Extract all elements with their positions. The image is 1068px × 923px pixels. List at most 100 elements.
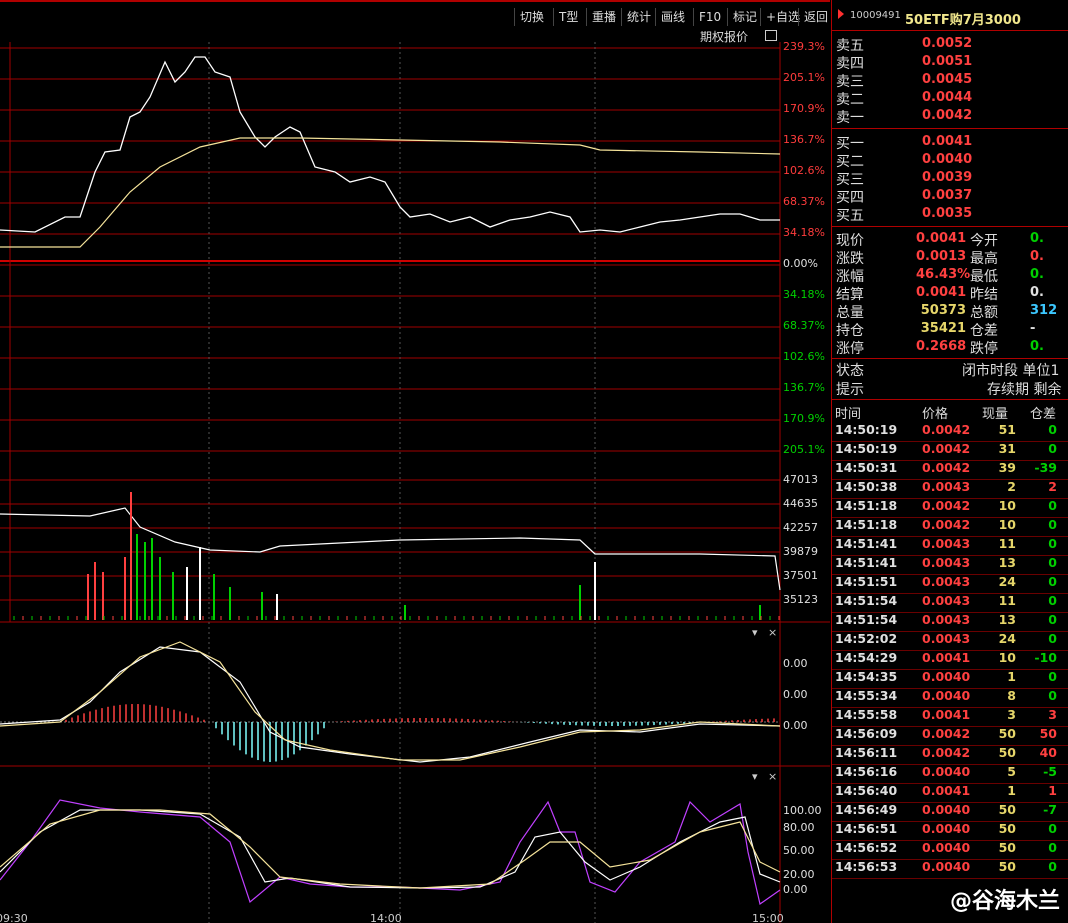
- stat-value: 35421: [920, 321, 966, 336]
- tick-volume: 24: [998, 574, 1016, 589]
- option-quote-label[interactable]: 期权报价: [700, 30, 749, 44]
- tick-row[interactable]: 14:56:11 0.0042 50 40: [832, 745, 1068, 765]
- bid-price: 0.0041: [922, 134, 973, 149]
- panel-menu-icon[interactable]: ▾: [752, 626, 758, 639]
- toolbar-button-0[interactable]: 切换: [514, 8, 549, 26]
- tick-row[interactable]: 14:56:49 0.0040 50 -7: [832, 802, 1068, 822]
- watermark: @谷海木兰: [949, 889, 1060, 914]
- close-icon[interactable]: ×: [768, 626, 777, 639]
- tick-volume: 11: [998, 536, 1016, 551]
- stat-label-2: 跌停: [970, 341, 998, 357]
- tick-time: 14:54:35: [835, 669, 898, 684]
- toolbar-button-5[interactable]: F10: [693, 8, 726, 26]
- tick-row[interactable]: 14:56:53 0.0040 50 0: [832, 859, 1068, 879]
- play-arrow-icon[interactable]: [838, 9, 844, 19]
- tick-row[interactable]: 14:56:52 0.0040 50 0: [832, 840, 1068, 860]
- tick-time: 14:51:41: [835, 536, 898, 551]
- stat-label: 总量: [836, 305, 864, 321]
- tick-row[interactable]: 14:51:51 0.0043 24 0: [832, 574, 1068, 594]
- tick-row[interactable]: 14:51:54 0.0043 11 0: [832, 593, 1068, 613]
- tick-volume: 10: [998, 517, 1016, 532]
- tick-diff: 0: [1048, 555, 1057, 570]
- hint-value: 存续期 剩余: [987, 382, 1062, 398]
- panel-menu-icon[interactable]: ▾: [752, 770, 758, 783]
- bid-label: 买四: [836, 190, 864, 206]
- tick-row[interactable]: 14:50:38 0.0043 2 2: [832, 479, 1068, 499]
- stat-value: 46.43%: [916, 267, 971, 282]
- volume-label: 44635: [783, 497, 818, 510]
- tick-time: 14:55:58: [835, 707, 898, 722]
- stat-value: 50373: [920, 303, 966, 318]
- tick-row[interactable]: 14:56:09 0.0042 50 50: [832, 726, 1068, 746]
- tick-time: 14:51:51: [835, 574, 898, 589]
- toolbar-button-3[interactable]: 统计: [621, 8, 656, 26]
- kdj-label: 50.00: [783, 844, 815, 857]
- tick-price: 0.0042: [922, 422, 971, 437]
- tick-row[interactable]: 14:52:02 0.0043 24 0: [832, 631, 1068, 651]
- tick-row[interactable]: 14:55:58 0.0041 3 3: [832, 707, 1068, 727]
- tick-row[interactable]: 14:51:18 0.0042 10 0: [832, 498, 1068, 518]
- tick-row[interactable]: 14:54:35 0.0040 1 0: [832, 669, 1068, 689]
- tick-row[interactable]: 14:56:16 0.0040 5 -5: [832, 764, 1068, 784]
- ask-price: 0.0045: [922, 72, 973, 87]
- tick-price: 0.0040: [922, 688, 971, 703]
- price-pct-label: 205.1%: [783, 443, 825, 456]
- tick-time: 14:56:49: [835, 802, 898, 817]
- tick-row[interactable]: 14:56:51 0.0040 50 0: [832, 821, 1068, 841]
- stat-value: 0.0041: [916, 231, 967, 246]
- tick-time: 14:56:52: [835, 840, 898, 855]
- tick-row[interactable]: 14:50:19 0.0042 51 0: [832, 422, 1068, 442]
- tick-row[interactable]: 14:51:41 0.0043 11 0: [832, 536, 1068, 556]
- stat-value-2: 0.: [1030, 285, 1044, 300]
- toolbar-button-1[interactable]: T型: [553, 8, 583, 26]
- tick-diff: 50: [1039, 726, 1057, 741]
- tick-diff: 0: [1048, 840, 1057, 855]
- toolbar-button-8[interactable]: 返回: [798, 8, 833, 26]
- toolbar-button-2[interactable]: 重播: [586, 8, 621, 26]
- tick-row[interactable]: 14:54:29 0.0041 10 -10: [832, 650, 1068, 670]
- price-pct-label: 68.37%: [783, 319, 825, 332]
- tick-price: 0.0040: [922, 802, 971, 817]
- stat-value: 0.0013: [916, 249, 967, 264]
- tick-row[interactable]: 14:51:41 0.0043 13 0: [832, 555, 1068, 575]
- tick-row[interactable]: 14:56:40 0.0041 1 1: [832, 783, 1068, 803]
- tick-row[interactable]: 14:50:19 0.0042 31 0: [832, 441, 1068, 461]
- bid-price: 0.0035: [922, 206, 973, 221]
- bid-label: 买三: [836, 172, 864, 188]
- tick-price: 0.0041: [922, 783, 971, 798]
- tick-diff: 0: [1048, 631, 1057, 646]
- stat-label: 现价: [836, 233, 864, 249]
- tick-row[interactable]: 14:51:54 0.0043 13 0: [832, 612, 1068, 632]
- toolbar-button-6[interactable]: 标记: [727, 8, 762, 26]
- tick-diff: 0: [1048, 498, 1057, 513]
- price-line: [0, 56, 780, 233]
- tick-row[interactable]: 14:51:18 0.0042 10 0: [832, 517, 1068, 537]
- tick-diff: 0: [1048, 517, 1057, 532]
- toolbar-button-4[interactable]: 画线: [655, 8, 690, 26]
- tick-row[interactable]: 14:50:31 0.0042 39 -39: [832, 460, 1068, 480]
- macd-label: 0.00: [783, 719, 808, 732]
- tick-price: 0.0043: [922, 631, 971, 646]
- tick-time: 14:50:19: [835, 422, 898, 437]
- tick-volume: 3: [1007, 707, 1016, 722]
- tick-price: 0.0042: [922, 517, 971, 532]
- volume-label: 47013: [783, 473, 818, 486]
- toolbar-button-7[interactable]: +自选: [760, 8, 805, 26]
- status-label: 状态: [836, 363, 864, 379]
- tick-volume: 13: [998, 612, 1016, 627]
- tick-header: 时间 价格 现量 仓差: [832, 403, 1068, 422]
- stat-value-2: 0.: [1030, 267, 1044, 282]
- tick-price: 0.0040: [922, 840, 971, 855]
- price-pct-label: 170.9%: [783, 102, 825, 115]
- tick-row[interactable]: 14:55:34 0.0040 8 0: [832, 688, 1068, 708]
- tick-price: 0.0042: [922, 745, 971, 760]
- panel-toggle-icon[interactable]: [765, 30, 777, 41]
- tick-diff: 2: [1048, 479, 1057, 494]
- close-icon[interactable]: ×: [768, 770, 777, 783]
- tick-volume: 2: [1007, 479, 1016, 494]
- tick-diff: 3: [1048, 707, 1057, 722]
- ask-label: 卖一: [836, 110, 864, 126]
- quote-panel: 10009491 50ETF购7月3000 卖五 0.0052 卖四 0.0051…: [831, 0, 1068, 923]
- price-pct-label: 0.00%: [783, 257, 818, 270]
- tick-volume: 39: [998, 460, 1016, 475]
